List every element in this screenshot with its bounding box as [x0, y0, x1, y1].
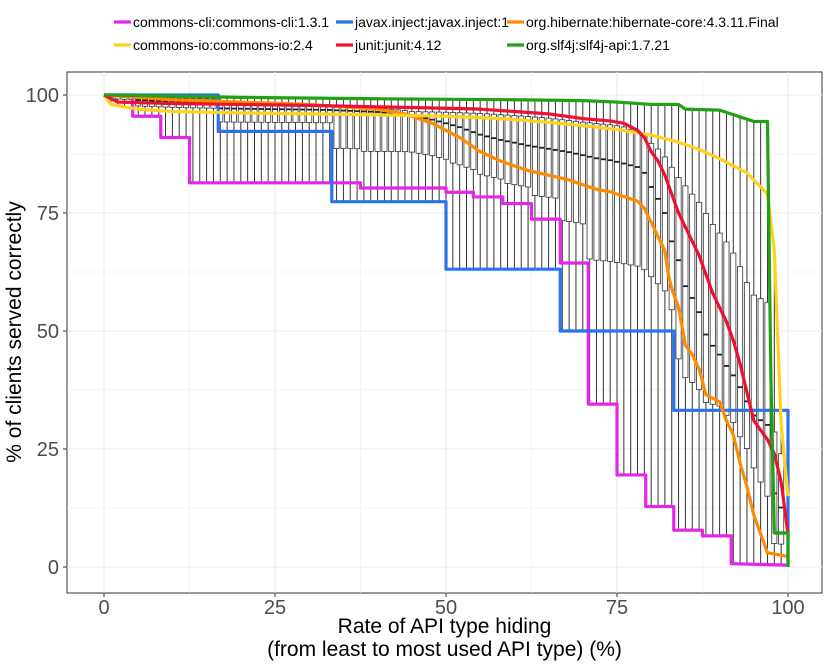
- boxplot-box: [408, 111, 415, 153]
- legend-label: org.slf4j:slf4j-api:1.7.21: [526, 37, 670, 53]
- x-tick-label: 0: [98, 597, 109, 619]
- boxplot-box: [395, 109, 402, 153]
- series-line: [104, 93, 789, 567]
- boxplot-box: [586, 122, 593, 260]
- legend-item: javax.inject:javax.inject:1: [336, 14, 509, 30]
- x-tick-label: 75: [606, 597, 628, 619]
- series-line: [104, 93, 790, 567]
- series-line: [103, 93, 790, 567]
- boxplot-box: [449, 112, 456, 164]
- boxplot-box: [696, 201, 703, 390]
- boxplot-box: [655, 148, 662, 285]
- legend-label: commons-io:commons-io:2.4: [133, 37, 313, 53]
- boxplot-box: [757, 298, 764, 483]
- boxplot-box: [518, 115, 525, 187]
- x-axis-title-line2: (from least to most used API type) (%): [267, 638, 622, 661]
- boxplot-box: [497, 114, 504, 180]
- boxplot-box: [552, 118, 559, 199]
- series-line: [103, 93, 789, 559]
- series-lines: [102, 93, 790, 567]
- boxplot-box: [477, 113, 484, 175]
- boxplot-box: [511, 115, 518, 186]
- y-tick-label: 25: [37, 439, 59, 461]
- boxplot-box: [689, 193, 696, 383]
- legend-item: commons-io:commons-io:2.4: [114, 37, 313, 53]
- legend: commons-cli:commons-cli:1.3.1 commons-io:…: [114, 14, 779, 53]
- boxplot-box: [559, 119, 566, 222]
- legend-label: javax.inject:javax.inject:1: [354, 14, 509, 30]
- y-axis-title: % of clients served correctly: [3, 201, 26, 463]
- series-line: [102, 94, 790, 497]
- boxplot-box: [702, 212, 709, 403]
- boxplot-box: [682, 185, 689, 379]
- boxplot-box: [641, 135, 648, 271]
- boxplot-box: [504, 114, 511, 184]
- boxplot-box: [401, 110, 408, 153]
- boxplot-box: [572, 120, 579, 224]
- boxplot-box: [333, 105, 340, 149]
- y-axis: 0 25 50 75 100: [26, 85, 67, 579]
- boxplot-box: [634, 131, 641, 267]
- boxplot-box: [436, 111, 443, 158]
- boxplot-box: [661, 156, 668, 292]
- boxplot-box: [442, 111, 449, 160]
- boxplot-box: [531, 116, 538, 197]
- y-tick-label: 75: [37, 203, 59, 225]
- boxplot-box: [525, 116, 532, 188]
- legend-item: junit:junit:4.12: [336, 37, 442, 53]
- boxplot-box: [743, 282, 750, 449]
- x-axis-title-line1: Rate of API type hiding: [338, 615, 552, 638]
- boxplot-box: [750, 294, 757, 469]
- boxplot-box: [675, 177, 682, 360]
- boxplot-box: [709, 224, 716, 405]
- legend-label: junit:junit:4.12: [354, 37, 442, 53]
- boxplot-box: [593, 123, 600, 261]
- boxplot-box: [490, 113, 497, 178]
- boxplot-box: [566, 120, 573, 222]
- legend-item: org.slf4j:slf4j-api:1.7.21: [507, 37, 670, 53]
- boxplot-box: [381, 108, 388, 152]
- boxplot-box: [648, 142, 655, 278]
- legend-label: org.hibernate:hibernate-core:4.3.11.Fina…: [526, 14, 779, 30]
- x-tick-label: 100: [771, 597, 804, 619]
- x-axis: 0 25 50 75 100: [98, 593, 805, 619]
- y-tick-label: 50: [37, 321, 59, 343]
- y-tick-label: 0: [48, 557, 59, 579]
- y-tick-label: 100: [26, 85, 59, 107]
- boxplot-box: [579, 121, 586, 225]
- legend-item: commons-cli:commons-cli:1.3.1: [114, 14, 329, 30]
- boxplot-box: [470, 112, 477, 170]
- boxplot-box: [388, 108, 395, 152]
- boxplot-box: [484, 113, 491, 177]
- legend-label: commons-cli:commons-cli:1.3.1: [133, 14, 329, 30]
- boxplot-box: [668, 166, 675, 311]
- legend-item: org.hibernate:hibernate-core:4.3.11.Fina…: [507, 14, 779, 30]
- boxplot-box: [422, 111, 429, 155]
- x-tick-label: 25: [264, 597, 286, 619]
- series-line: [103, 93, 790, 535]
- boxplot-box: [429, 111, 436, 157]
- x-tick-label: 50: [435, 597, 457, 619]
- boxplot-box: [716, 232, 723, 407]
- boxplot-box: [538, 117, 545, 197]
- boxplot-box: [545, 117, 552, 198]
- boxplot-box: [415, 111, 422, 154]
